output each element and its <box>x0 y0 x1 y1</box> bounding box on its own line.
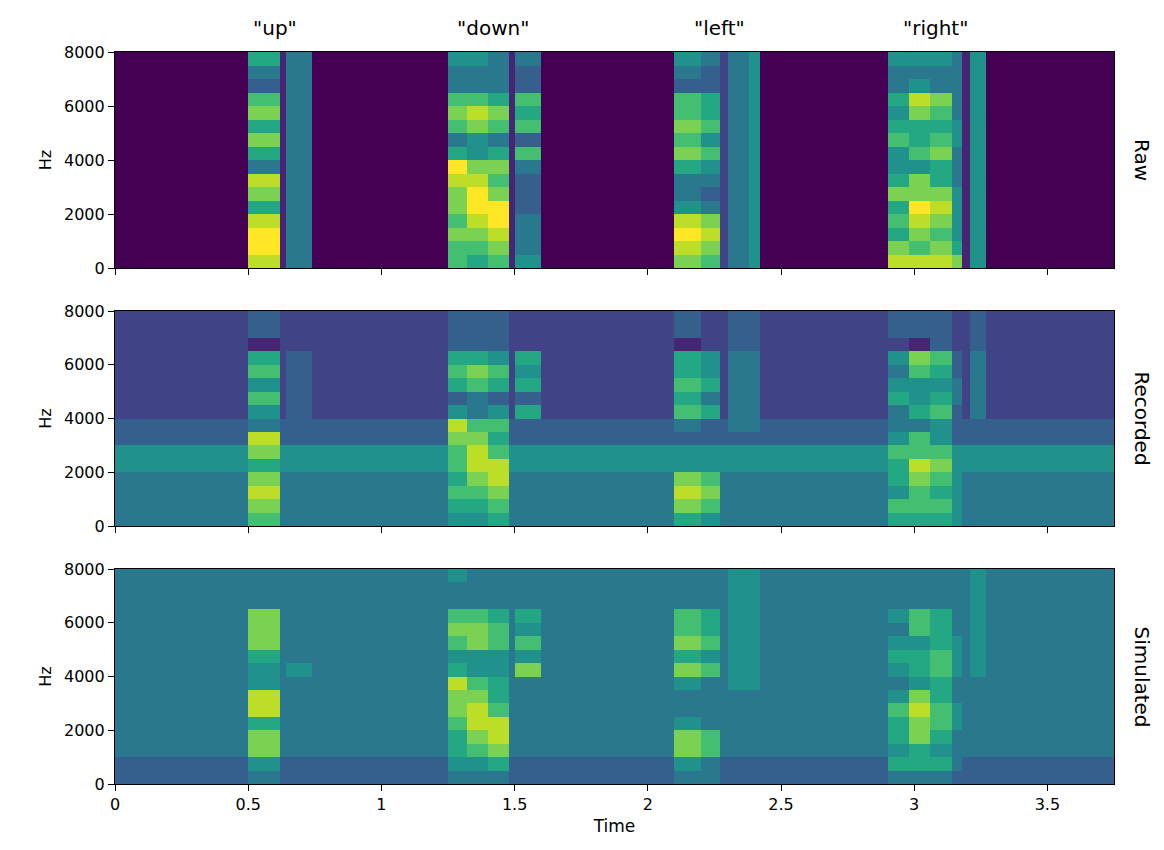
svg-text:"down": "down" <box>457 16 529 40</box>
svg-text:"right": "right" <box>903 16 968 40</box>
svg-text:8000: 8000 <box>64 560 105 579</box>
svg-text:2000: 2000 <box>64 463 105 482</box>
svg-text:2: 2 <box>643 795 653 814</box>
svg-text:8000: 8000 <box>64 43 105 62</box>
svg-text:8000: 8000 <box>64 302 105 321</box>
svg-text:2.5: 2.5 <box>768 795 793 814</box>
svg-text:Raw: Raw <box>1130 139 1154 181</box>
svg-text:"left": "left" <box>694 16 745 40</box>
svg-text:0: 0 <box>95 517 105 536</box>
svg-text:Hz: Hz <box>36 408 55 428</box>
svg-text:4000: 4000 <box>64 151 105 170</box>
svg-text:3.5: 3.5 <box>1035 795 1060 814</box>
svg-text:"up": "up" <box>253 16 297 40</box>
svg-text:4000: 4000 <box>64 409 105 428</box>
svg-text:3: 3 <box>909 795 919 814</box>
svg-text:1.5: 1.5 <box>502 795 527 814</box>
svg-text:6000: 6000 <box>64 355 105 374</box>
svg-text:2000: 2000 <box>64 205 105 224</box>
svg-text:6000: 6000 <box>64 97 105 116</box>
svg-text:6000: 6000 <box>64 613 105 632</box>
svg-text:Hz: Hz <box>36 666 55 686</box>
svg-text:0: 0 <box>95 259 105 278</box>
svg-text:Recorded: Recorded <box>1130 372 1154 466</box>
svg-text:Time: Time <box>593 816 636 836</box>
svg-text:0: 0 <box>95 775 105 794</box>
svg-text:2000: 2000 <box>64 721 105 740</box>
svg-text:0.5: 0.5 <box>235 795 260 814</box>
svg-text:4000: 4000 <box>64 667 105 686</box>
svg-text:Simulated: Simulated <box>1130 627 1154 728</box>
svg-text:1: 1 <box>376 795 386 814</box>
svg-text:Hz: Hz <box>36 150 55 170</box>
svg-text:0: 0 <box>110 795 120 814</box>
